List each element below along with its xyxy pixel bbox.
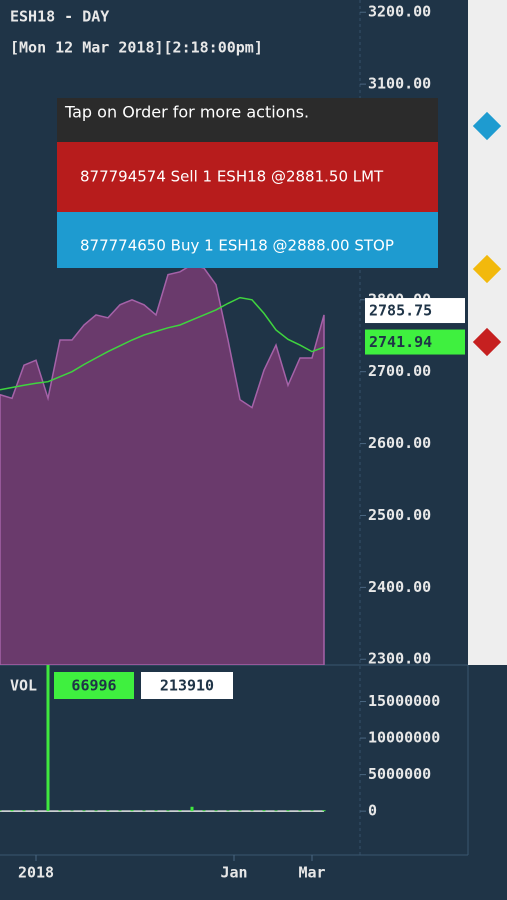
y-tick-label: 2700.00 bbox=[368, 362, 431, 380]
plot: 3200.003100.003000.002900.002800.002700.… bbox=[0, 3, 465, 882]
price-tag-label: 2741.94 bbox=[369, 333, 432, 351]
volume-bar bbox=[310, 810, 314, 812]
y-tick-label: 2600.00 bbox=[368, 434, 431, 452]
volume-bar bbox=[202, 810, 206, 812]
volume-plot bbox=[0, 665, 326, 812]
y-tick-label: 3100.00 bbox=[368, 75, 431, 93]
volume-bar bbox=[0, 810, 2, 812]
volume-bar bbox=[178, 810, 182, 812]
volume-tag-label: 66996 bbox=[71, 677, 116, 695]
volume-bar bbox=[250, 810, 254, 812]
y-tick-label: 0 bbox=[368, 802, 377, 820]
volume-bar bbox=[322, 810, 326, 812]
volume-bar bbox=[130, 810, 134, 812]
order-row[interactable] bbox=[57, 212, 438, 268]
volume-bar bbox=[10, 810, 14, 812]
price-area bbox=[0, 263, 325, 665]
volume-tag bbox=[141, 672, 233, 699]
volume-bar bbox=[82, 810, 86, 812]
volume-bar bbox=[46, 665, 50, 812]
volume-bar bbox=[226, 810, 230, 812]
volume-bar bbox=[58, 810, 62, 812]
y-tick-label: 2500.00 bbox=[368, 506, 431, 524]
order-text[interactable]: 877794574 Sell 1 ESH18 @2881.50 LMT bbox=[80, 168, 384, 186]
order-marker[interactable] bbox=[472, 254, 502, 284]
moving-average bbox=[0, 296, 325, 391]
volume-bar bbox=[34, 810, 38, 812]
price-tag bbox=[365, 298, 465, 324]
x-tick-label: 2018 bbox=[18, 864, 54, 882]
volume-title: VOL bbox=[10, 677, 37, 695]
popup-hint: Tap on Order for more actions. bbox=[64, 103, 309, 122]
volume-tag-label: 213910 bbox=[160, 677, 214, 695]
volume-bar bbox=[262, 810, 266, 812]
price-tag-label: 2785.75 bbox=[369, 302, 432, 320]
volume-bar bbox=[214, 810, 218, 812]
popup: Tap on Order for more actions. 877794574… bbox=[57, 98, 438, 268]
price-plot bbox=[0, 263, 325, 665]
volume-bar bbox=[238, 810, 242, 812]
volume-tag bbox=[54, 672, 134, 699]
volume-bar bbox=[166, 810, 170, 812]
volume-bar bbox=[142, 810, 146, 812]
volume-bar bbox=[70, 810, 74, 812]
datetime: [Mon 12 Mar 2018][2:18:00pm] bbox=[10, 39, 263, 57]
volume-bar bbox=[298, 810, 302, 812]
y-tick-label: 10000000 bbox=[368, 729, 440, 747]
volume-bar bbox=[118, 810, 122, 812]
chart-title: ESH18 - DAY bbox=[10, 8, 109, 26]
popup-header bbox=[57, 98, 438, 142]
volume-bar bbox=[190, 806, 194, 812]
y-tick-label: 3200.00 bbox=[368, 3, 431, 21]
volume-bar bbox=[94, 810, 98, 812]
volume-bar bbox=[154, 810, 158, 812]
volume-bar bbox=[22, 810, 26, 812]
order-row[interactable] bbox=[57, 142, 438, 212]
y-tick-label: 2300.00 bbox=[368, 650, 431, 668]
y-tick-label: 15000000 bbox=[368, 692, 440, 710]
volume-bar bbox=[286, 810, 290, 812]
volume-bar bbox=[106, 810, 110, 812]
x-tick-label: Mar bbox=[298, 864, 325, 882]
price-tag bbox=[365, 329, 465, 355]
x-tick-label: Jan bbox=[220, 864, 247, 882]
order-text[interactable]: 877774650 Buy 1 ESH18 @2888.00 STOP bbox=[80, 237, 394, 255]
order-marker[interactable] bbox=[472, 327, 502, 357]
y-tick-label: 5000000 bbox=[368, 765, 431, 783]
volume-bar bbox=[274, 810, 278, 812]
y-tick-label: 2400.00 bbox=[368, 578, 431, 596]
